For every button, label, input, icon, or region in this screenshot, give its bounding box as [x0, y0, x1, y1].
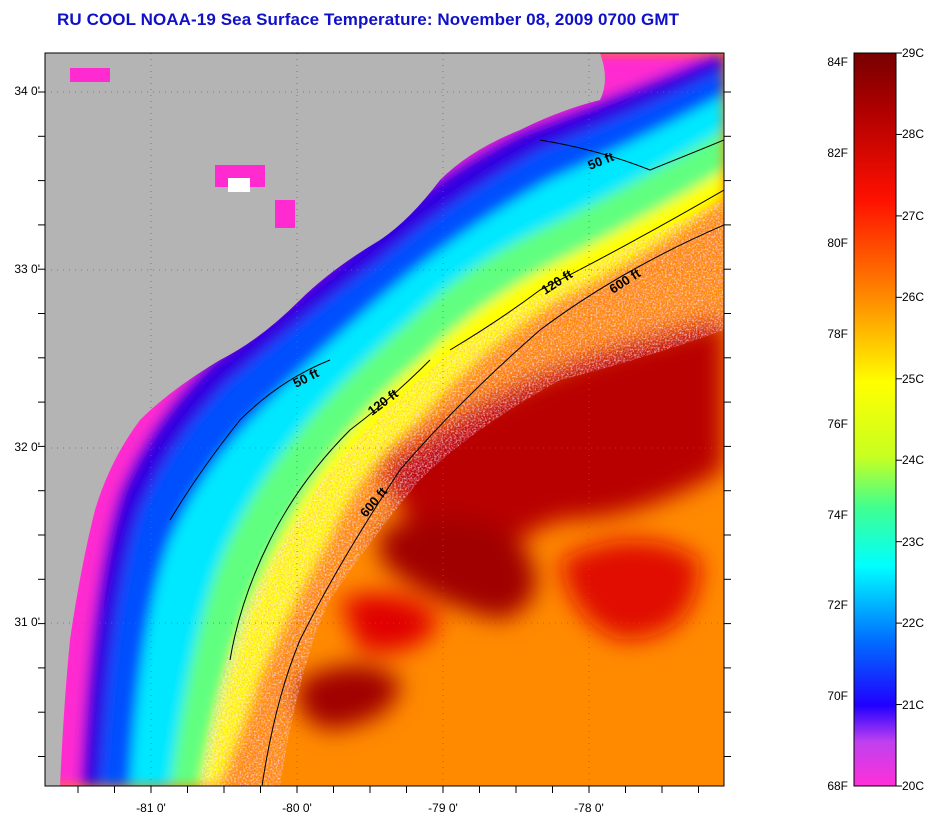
colorbar-fahrenheit-label: 74F — [827, 507, 848, 522]
colorbar-fahrenheit-label: 84F — [827, 55, 848, 70]
map-grid — [45, 53, 724, 786]
colorbar-celsius-label: 22C — [902, 616, 925, 631]
colorbar-celsius-label: 24C — [902, 453, 925, 468]
colorbar-fahrenheit-label: 80F — [827, 236, 848, 251]
longitude-label: -79 0' — [428, 801, 458, 815]
colorbar — [853, 52, 897, 787]
colorbar-celsius-label: 29C — [902, 46, 925, 60]
colorbar-fahrenheit-label: 72F — [827, 598, 848, 612]
isobath-120ft-south — [229, 359, 431, 661]
latitude-label: 34 0' — [14, 84, 40, 98]
latitude-label: 32 0' — [14, 440, 40, 454]
longitude-label: -78 0' — [574, 801, 604, 815]
axis-ticks — [38, 91, 731, 793]
isobath-50ft — [539, 139, 724, 171]
longitude-label: -80 0' — [282, 801, 312, 815]
colorbar-fahrenheit-label: 82F — [827, 145, 848, 160]
isobath-50ft-south — [169, 359, 331, 521]
colorbar-celsius-label: 20C — [902, 779, 925, 793]
colorbar-celsius-label: 25C — [902, 371, 925, 386]
colorbar-fahrenheit-label: 78F — [827, 326, 848, 341]
colorbar-celsius-label: 28C — [902, 127, 925, 142]
colorbar-celsius-label: 26C — [902, 290, 925, 305]
longitude-label: -81 0' — [136, 801, 166, 815]
land-mass — [45, 53, 605, 786]
latitude-label: 31 0' — [14, 615, 40, 629]
latitude-label: 33 0' — [14, 262, 40, 276]
colorbar-fahrenheit-label: 70F — [827, 688, 848, 703]
isobath-600ft — [261, 224, 724, 786]
colorbar-celsius-label: 27C — [902, 208, 925, 223]
isobath-120ft — [449, 189, 724, 351]
colorbar-fahrenheit-label: 68F — [827, 779, 848, 793]
colorbar-celsius-label: 23C — [902, 534, 925, 549]
map-title: RU COOL NOAA-19 Sea Surface Temperature:… — [57, 10, 680, 29]
colorbar-fahrenheit-label: 76F — [827, 417, 848, 432]
colorbar-celsius-label: 21C — [902, 697, 925, 712]
sst-map: 50 ft 50 ft 120 ft 120 ft 600 ft 600 ft — [45, 53, 724, 786]
